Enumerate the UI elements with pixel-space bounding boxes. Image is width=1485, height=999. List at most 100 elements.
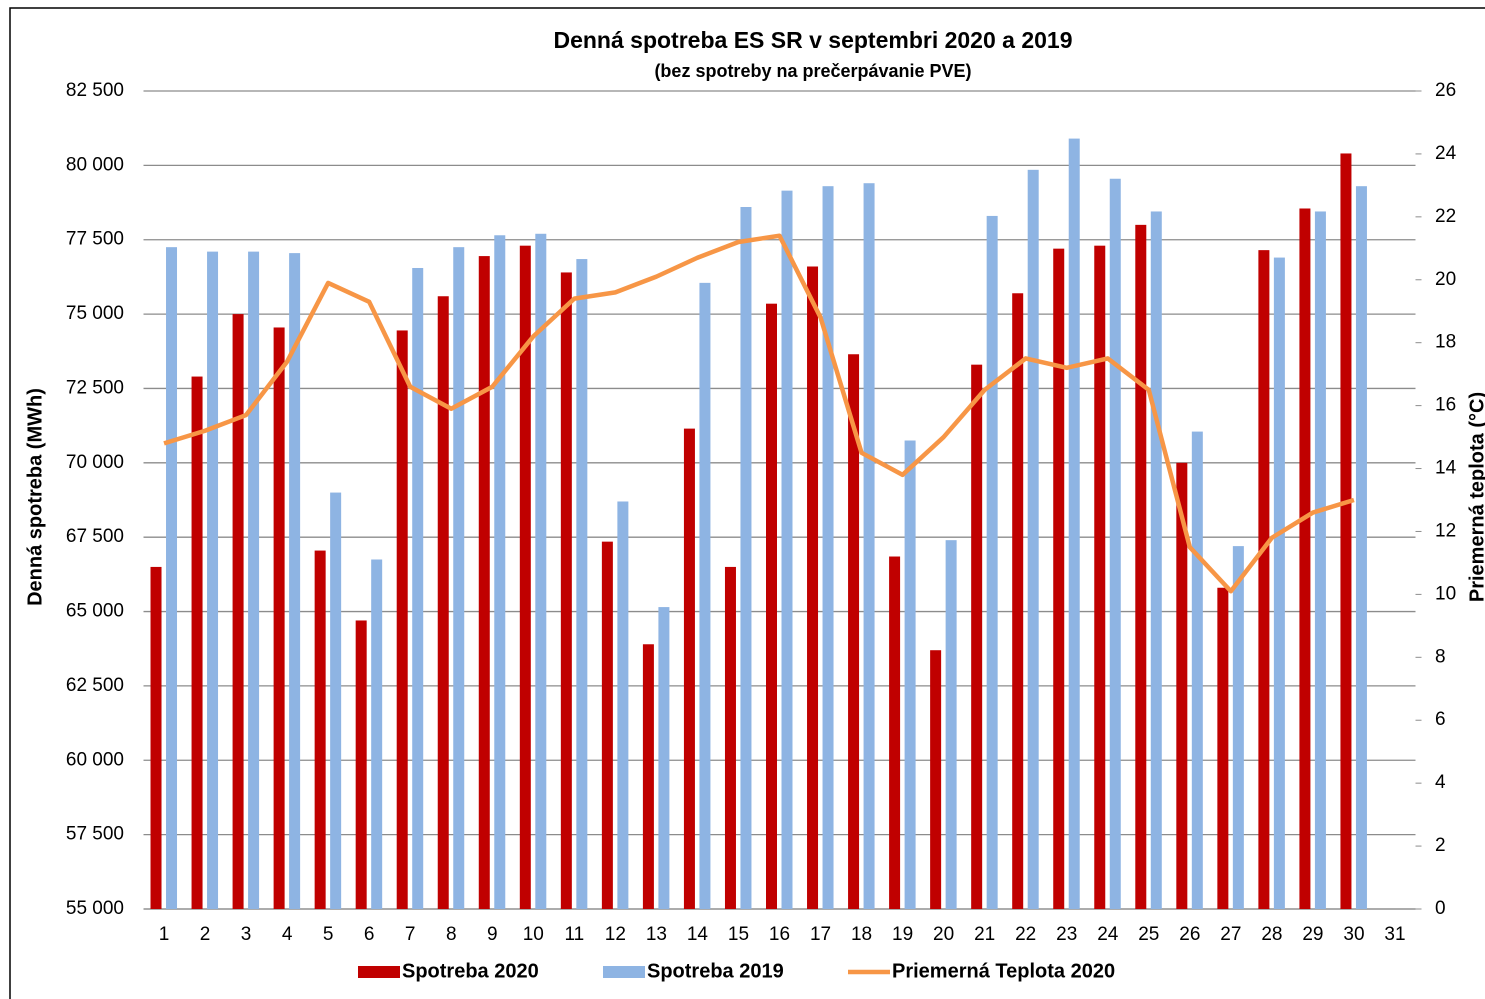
bar [699, 282, 711, 910]
bar [478, 256, 490, 909]
y2-tick-label: 26 [1435, 80, 1456, 101]
y2-tick-label: 8 [1435, 646, 1446, 667]
x-tick-label: 8 [446, 924, 457, 945]
bar [848, 354, 860, 909]
bar [1340, 153, 1352, 909]
bar [166, 247, 178, 909]
legend-label: Priemerná Teplota 2020 [892, 960, 1115, 982]
bar [1273, 257, 1285, 909]
bar [273, 327, 285, 910]
x-tick-label: 23 [1056, 924, 1077, 945]
x-tick-label: 6 [364, 924, 375, 945]
bar [1094, 245, 1106, 909]
bar [1232, 546, 1244, 909]
bar [724, 566, 736, 909]
chart-title: Denná spotreba ES SR v septembri 2020 a … [553, 27, 1072, 53]
bar [519, 245, 531, 909]
bar [1027, 169, 1039, 910]
legend-label: Spotreba 2019 [647, 960, 784, 982]
y-tick-label: 62 500 [66, 675, 124, 696]
bar [930, 650, 942, 909]
bar [355, 620, 367, 909]
y2-tick-label: 12 [1435, 520, 1456, 541]
bar [1217, 587, 1229, 909]
y-axis-title: Denná spotreba (MWh) [24, 388, 46, 606]
bar [971, 364, 983, 909]
y2-tick-label: 24 [1435, 143, 1457, 164]
y-tick-label: 82 500 [66, 80, 124, 101]
bar [248, 251, 260, 909]
x-tick-label: 19 [892, 924, 913, 945]
x-tick-label: 13 [646, 924, 667, 945]
bar [766, 303, 777, 909]
bar [1135, 224, 1147, 909]
chart-frame [9, 7, 1485, 999]
bar [396, 330, 408, 909]
y2-tick-label: 2 [1435, 835, 1446, 856]
x-tick-label: 26 [1179, 924, 1200, 945]
bar [863, 183, 875, 909]
bar [560, 272, 572, 909]
x-tick-label: 28 [1261, 924, 1282, 945]
bar [150, 566, 162, 909]
bar [330, 492, 342, 909]
y-tick-label: 80 000 [66, 154, 124, 175]
y2-tick-label: 18 [1435, 332, 1456, 353]
y-tick-label: 72 500 [66, 377, 124, 398]
bar [740, 207, 752, 910]
bar [289, 253, 301, 909]
bar [822, 186, 834, 910]
bar [658, 607, 670, 909]
bar [889, 556, 901, 909]
bar [1068, 138, 1080, 910]
y2-axis-title: Priemerná teplota (°C) [1466, 392, 1485, 602]
bar [1191, 431, 1203, 909]
bar [601, 541, 613, 909]
bar [412, 267, 424, 909]
y-tick-label: 55 000 [66, 898, 124, 919]
bar [1299, 208, 1311, 909]
bar [807, 266, 819, 909]
x-tick-label: 18 [851, 924, 872, 945]
chart-subtitle: (bez spotreby na prečerpávanie PVE) [654, 61, 971, 81]
x-tick-label: 25 [1138, 924, 1159, 945]
x-tick-label: 10 [523, 924, 544, 945]
y-tick-label: 75 000 [66, 303, 124, 324]
bar [314, 550, 326, 909]
x-tick-label: 16 [769, 924, 790, 945]
y-tick-label: 65 000 [66, 601, 124, 622]
x-tick-label: 12 [605, 924, 626, 945]
bar [1109, 178, 1121, 909]
y2-tick-label: 10 [1435, 583, 1456, 604]
bar [1053, 248, 1065, 910]
x-tick-label: 14 [687, 924, 709, 945]
bar [781, 190, 793, 909]
bar [535, 233, 547, 909]
bar [576, 259, 588, 909]
bar [683, 428, 695, 909]
x-tick-label: 3 [241, 924, 252, 945]
bar [1150, 211, 1162, 909]
bar [1355, 186, 1367, 910]
x-tick-label: 1 [159, 924, 170, 945]
bar [945, 540, 957, 909]
x-tick-label: 24 [1097, 924, 1119, 945]
legend-label: Spotreba 2020 [402, 960, 539, 982]
x-tick-label: 21 [974, 924, 995, 945]
y-tick-label: 60 000 [66, 749, 124, 770]
y-tick-label: 77 500 [66, 229, 124, 250]
x-tick-label: 31 [1384, 924, 1405, 945]
line [163, 233, 1355, 594]
x-tick-label: 17 [810, 924, 831, 945]
y2-tick-label: 6 [1435, 709, 1446, 730]
bar [371, 559, 383, 909]
x-tick-label: 11 [564, 924, 584, 945]
bar [904, 440, 916, 909]
x-tick-label: 27 [1220, 924, 1241, 945]
legend-swatch [603, 966, 645, 978]
x-tick-label: 9 [487, 924, 498, 945]
bar [232, 314, 244, 909]
y2-tick-label: 4 [1435, 772, 1446, 793]
